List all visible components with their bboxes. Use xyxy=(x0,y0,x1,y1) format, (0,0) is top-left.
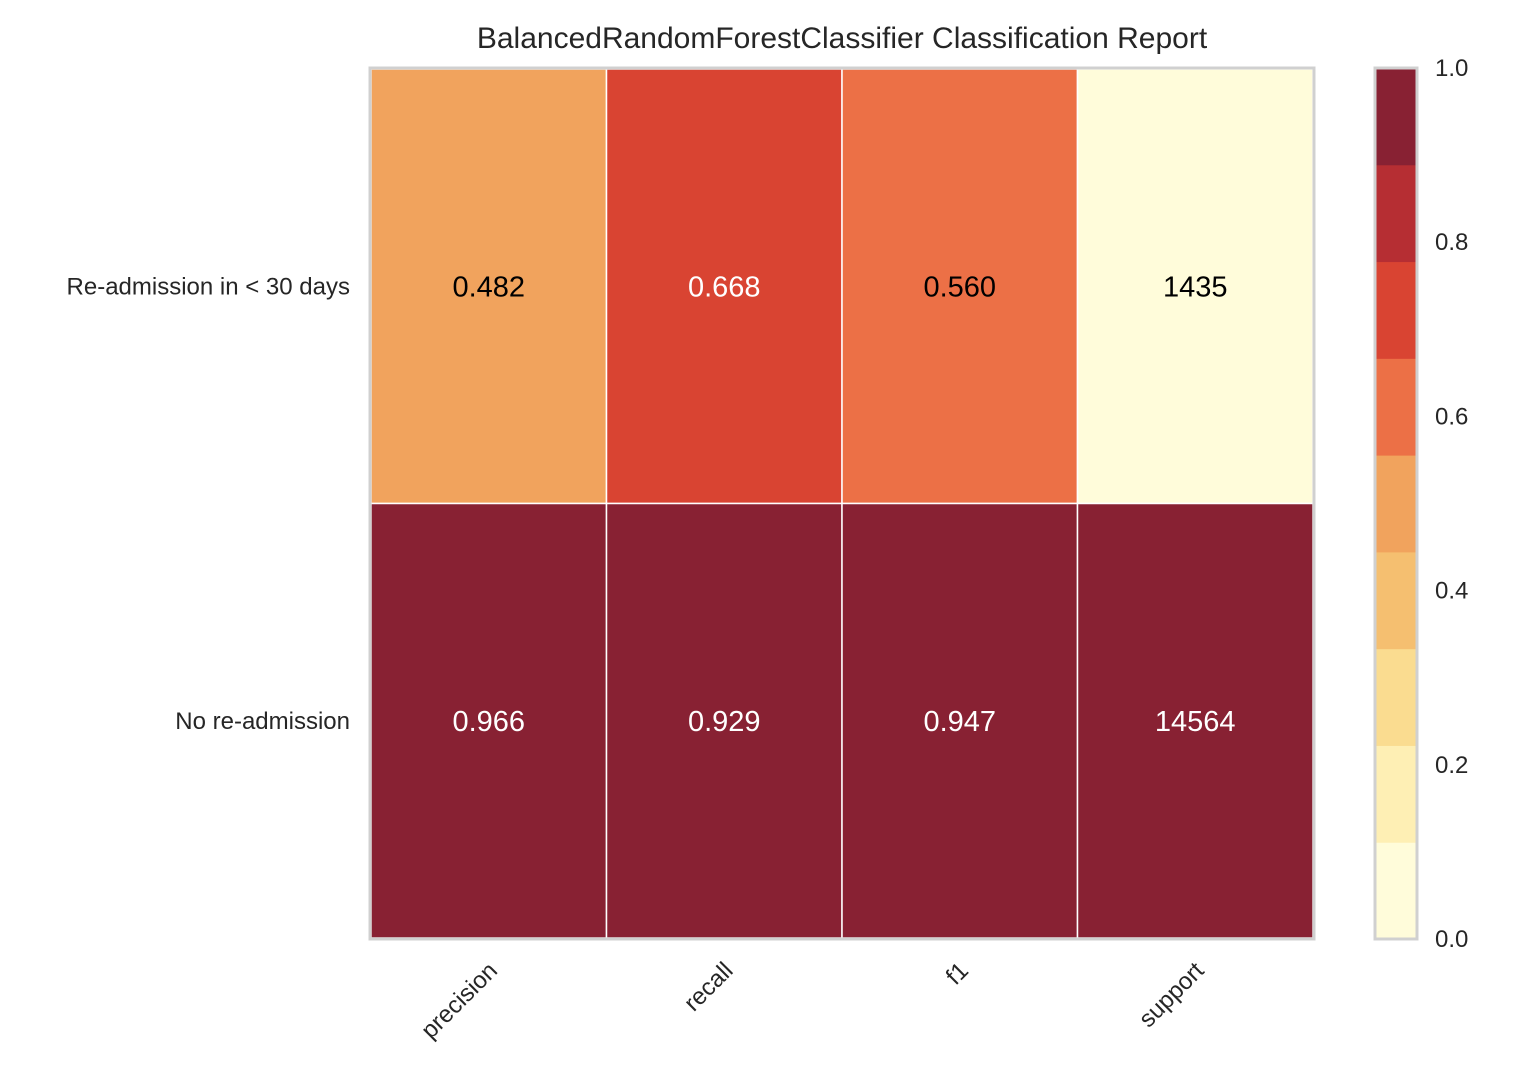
heatmap-cell-0-precision xyxy=(370,68,608,505)
colorbar-segment xyxy=(1375,648,1417,746)
column-label: recall xyxy=(679,957,739,1017)
heatmap-cell-1-f1 xyxy=(841,502,1079,939)
colorbar-segment xyxy=(1375,745,1417,843)
colorbar-segment xyxy=(1375,842,1417,940)
colorbar-tick-label: 0.0 xyxy=(1435,926,1468,953)
cell-value-label: 0.668 xyxy=(688,271,761,303)
heatmap-cell-0-support xyxy=(1076,68,1314,505)
colorbar-frame xyxy=(1373,66,1419,941)
cell-value-label: 0.482 xyxy=(452,271,525,303)
cell-value-label: 0.966 xyxy=(452,706,525,738)
cell-value-label: 0.929 xyxy=(688,706,761,738)
colorbar-tick-label: 0.6 xyxy=(1435,403,1468,430)
cell-value-label: 14564 xyxy=(1155,706,1236,738)
colorbar-segment xyxy=(1375,261,1417,359)
colorbar-tick-label: 1.0 xyxy=(1435,55,1468,82)
row-labels: Re-admission in < 30 days No re-admission xyxy=(67,273,350,735)
colorbar-segment xyxy=(1375,68,1417,166)
row-label: No re-admission xyxy=(175,708,350,735)
cell-value-label: 0.560 xyxy=(923,271,996,303)
cell-value-label: 1435 xyxy=(1163,271,1228,303)
colorbar-segment xyxy=(1375,358,1417,456)
column-labels: precision recall f1 support xyxy=(416,957,1210,1044)
heatmap-cell-1-recall xyxy=(605,502,843,939)
colorbar-segment xyxy=(1375,164,1417,263)
colorbar-tick-label: 0.2 xyxy=(1435,752,1468,779)
plot-frame xyxy=(368,66,1316,941)
column-label: f1 xyxy=(941,957,974,990)
colorbar-tick-label: 0.8 xyxy=(1435,229,1468,256)
column-label: precision xyxy=(416,957,503,1044)
chart-title: BalancedRandomForestClassifier Classific… xyxy=(477,22,1208,55)
heatmap-cell-0-recall xyxy=(605,68,843,505)
colorbar-tick-label: 0.4 xyxy=(1435,578,1468,605)
colorbar: 0.0 0.2 0.4 0.6 0.8 1.0 xyxy=(1373,55,1468,953)
column-label: support xyxy=(1134,957,1210,1033)
row-label: Re-admission in < 30 days xyxy=(67,273,350,300)
colorbar-segment xyxy=(1375,455,1417,553)
heatmap-cells: 0.482 0.668 0.560 1435 0.966 0.929 0.947 14564 xyxy=(370,68,1314,939)
heatmap-cell-1-precision xyxy=(370,502,608,939)
cell-value-label: 0.947 xyxy=(923,706,996,738)
heatmap-cell-1-support xyxy=(1076,502,1314,939)
colorbar-segment xyxy=(1375,551,1417,650)
